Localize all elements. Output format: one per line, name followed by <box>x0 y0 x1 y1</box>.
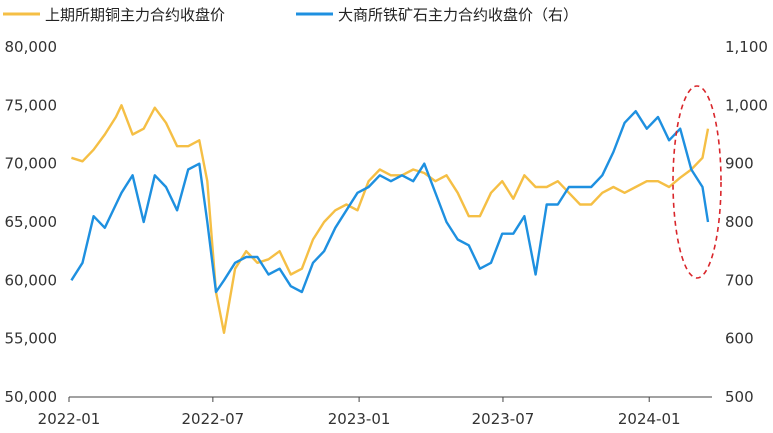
left-tick-label: 55,000 <box>5 330 58 348</box>
series-line-iron-ore <box>70 110 710 294</box>
left-tick-label: 75,000 <box>5 96 58 114</box>
legend-label-copper: 上期所期铜主力合约收盘价 <box>45 6 225 24</box>
x-tick-label: 2023-07 <box>472 410 535 428</box>
left-tick-label: 60,000 <box>5 271 58 289</box>
legend: 上期所期铜主力合约收盘价 大商所铁矿石主力合约收盘价（右） <box>3 6 578 24</box>
right-tick-label: 1,100 <box>725 38 768 56</box>
x-tick-label: 2022-07 <box>182 410 245 428</box>
right-tick-label: 700 <box>725 271 754 289</box>
left-tick-label: 80,000 <box>5 38 58 56</box>
right-tick-label: 600 <box>725 330 754 348</box>
x-tick-label: 2023-01 <box>328 410 391 428</box>
highlight-ellipse-annotation <box>672 85 722 279</box>
left-tick-label: 70,000 <box>5 155 58 173</box>
left-tick-label: 50,000 <box>5 388 58 406</box>
right-tick-label: 500 <box>725 388 754 406</box>
series-line-copper <box>71 104 710 334</box>
x-tick-label: 2022-01 <box>38 410 101 428</box>
left-axis-ticks: 80,000 75,000 70,000 65,000 60,000 55,000 50,0… <box>5 38 58 406</box>
legend-label-iron-ore: 大商所铁矿石主力合约收盘价（右） <box>338 6 578 24</box>
x-tick-label: 2024-01 <box>618 410 681 428</box>
right-axis-ticks: 1,100 1,000 900 800 700 600 500 <box>725 38 768 406</box>
x-axis-ticks: 2022-01 2022-07 2023-01 2023-07 2024-01 <box>38 397 681 428</box>
right-tick-label: 900 <box>725 155 754 173</box>
right-tick-label: 800 <box>725 213 754 231</box>
right-tick-label: 1,000 <box>725 96 768 114</box>
left-tick-label: 65,000 <box>5 213 58 231</box>
